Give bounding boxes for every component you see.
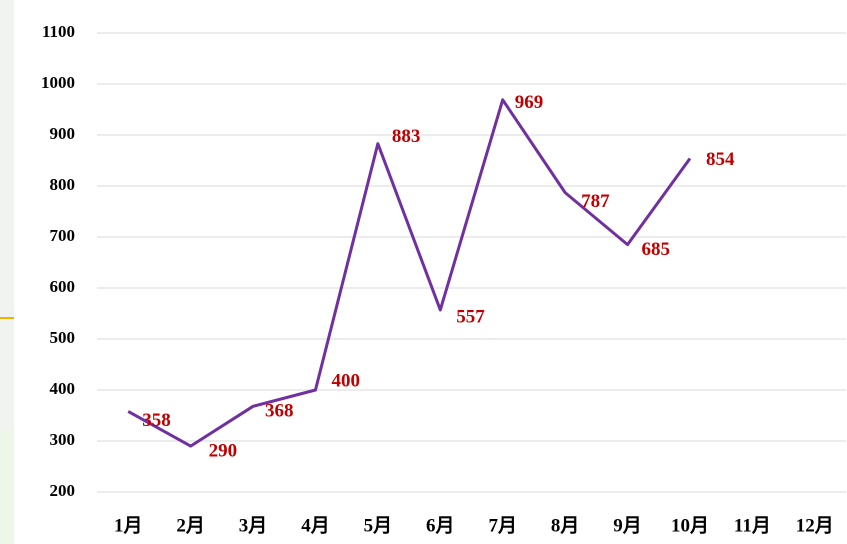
data-label: 787 — [581, 191, 610, 212]
x-tick-label: 11月 — [734, 515, 771, 536]
data-label: 290 — [209, 440, 238, 461]
data-label: 557 — [456, 306, 485, 327]
left-edge-green — [0, 430, 14, 544]
x-tick-label: 6月 — [426, 515, 455, 536]
x-tick-label: 3月 — [239, 515, 268, 536]
y-tick-label: 900 — [50, 124, 76, 143]
data-label: 368 — [265, 401, 294, 422]
y-tick-label: 500 — [50, 328, 76, 347]
plot: 200 300 400 500 600 700 800 900 1000 1100 1月 2月 3月 4月… — [41, 22, 846, 536]
y-tick-label: 700 — [50, 226, 76, 245]
y-tick-label: 200 — [50, 481, 76, 500]
x-tick-label: 8月 — [551, 515, 580, 536]
left-edge — [0, 0, 14, 544]
x-tick-label: 5月 — [364, 515, 393, 536]
line — [127, 98, 692, 448]
y-tick-label: 300 — [50, 430, 76, 449]
data-label: 400 — [331, 370, 360, 391]
y-tick-label: 1100 — [42, 22, 75, 41]
y-tick-label: 1000 — [41, 73, 75, 92]
x-tick-label: 9月 — [613, 515, 642, 536]
x-tick-label: 12月 — [796, 515, 834, 536]
data-label: 883 — [392, 126, 421, 147]
x-tick-label: 4月 — [301, 515, 330, 536]
y-tick-label: 400 — [50, 379, 76, 398]
data-label: 969 — [515, 92, 544, 113]
data-label: 358 — [142, 410, 171, 431]
data-label: 854 — [706, 149, 735, 170]
x-tick-label: 2月 — [176, 515, 205, 536]
data-label: 685 — [642, 239, 671, 260]
x-tick-label: 10月 — [671, 515, 709, 536]
x-tick-label: 1月 — [114, 515, 143, 536]
y-tick-label: 600 — [50, 277, 76, 296]
y-tick-label: 800 — [50, 175, 76, 194]
x-tick-label: 7月 — [488, 515, 517, 536]
